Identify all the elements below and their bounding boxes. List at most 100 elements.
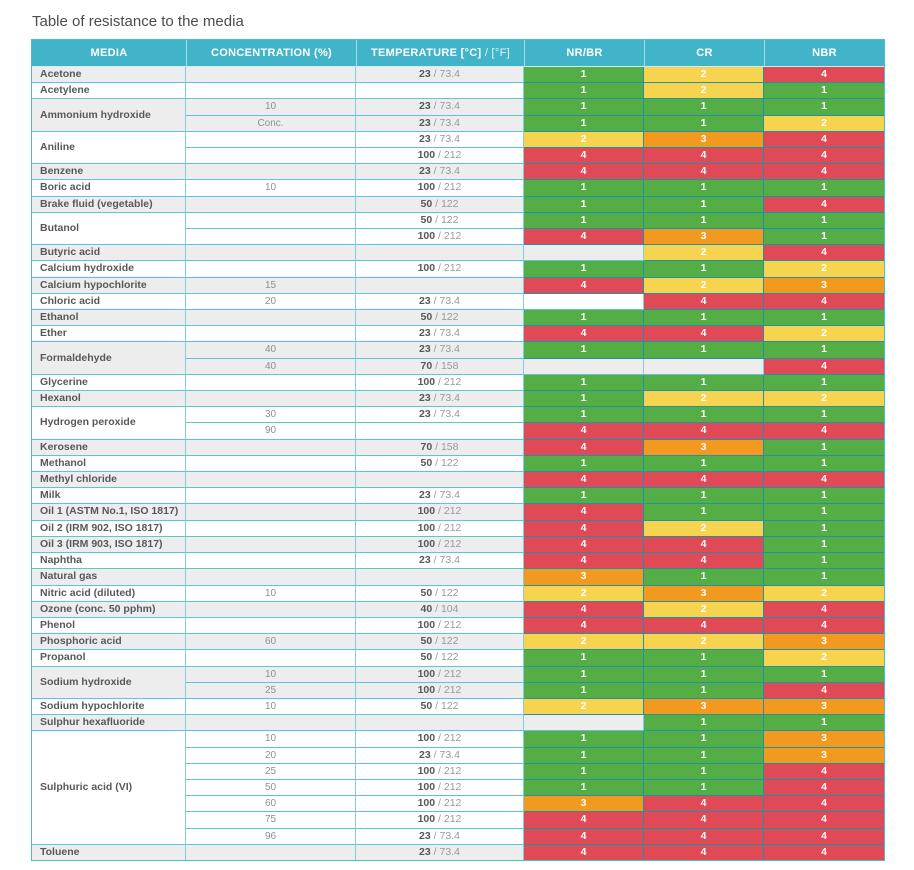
rating-cell-cr: 1 xyxy=(644,747,764,764)
rating-cell-nrbr: 1 xyxy=(524,391,644,408)
media-cell: Methyl chloride xyxy=(32,472,186,489)
rating-cell-cr: 4 xyxy=(644,617,764,635)
rating-cell-cr: 1 xyxy=(644,115,764,132)
rating-cell-nbr: 4 xyxy=(764,472,884,489)
rating-cell-nbr: 1 xyxy=(764,455,884,473)
temperature-cell: 50 / 122 xyxy=(356,585,524,602)
rating-cell-cr: 1 xyxy=(644,682,764,699)
media-cell: Butanol xyxy=(32,212,186,246)
media-cell: Ethanol xyxy=(32,310,186,327)
table-row: Natural gas 3 1 1 xyxy=(32,569,884,586)
rating-cell-cr: 1 xyxy=(644,99,764,116)
temperature-cell: 50 / 122 xyxy=(356,455,524,473)
rating-cell-nrbr: 4 xyxy=(524,277,644,294)
temperature-cell: 100 / 212 xyxy=(356,520,524,537)
rating-cell-nbr: 4 xyxy=(764,682,884,699)
rating-cell-cr: 4 xyxy=(644,164,764,181)
rating-cell-cr: 3 xyxy=(644,439,764,456)
rating-cell-nrbr: 1 xyxy=(524,212,644,230)
rating-cell-nrbr: 2 xyxy=(524,698,644,716)
temperature-cell: 100 / 212 xyxy=(356,374,524,392)
media-cell: Brake fluid (vegetable) xyxy=(32,196,186,213)
rating-cell-cr: 4 xyxy=(644,423,764,440)
rating-cell-cr: 2 xyxy=(644,277,764,294)
rating-cell-nbr: 4 xyxy=(764,131,884,149)
media-cell: Nitric acid (diluted) xyxy=(32,585,186,602)
rating-cell-cr: 2 xyxy=(644,634,764,651)
table-row: Chloric acid 20 23 / 73.4 4 4 xyxy=(32,293,884,311)
table-row: Sulphuric acid (VI) 10 100 / 212 1 1 3 xyxy=(32,731,884,845)
concentration-cell xyxy=(186,245,356,262)
rating-cell-nbr: 4 xyxy=(764,293,884,311)
concentration-cell: 75 xyxy=(186,812,356,829)
concentration-cell: 20 xyxy=(186,293,356,311)
media-cell: Sodium hypochlorite xyxy=(32,698,186,716)
rating-cell-nbr: 1 xyxy=(764,520,884,537)
media-cell: Oil 1 (ASTM No.1, ISO 1817) xyxy=(32,504,186,521)
rating-cell-cr: 4 xyxy=(644,148,764,165)
rating-cell-nbr: 1 xyxy=(764,553,884,570)
table-row: 60 100 / 212 3 4 4 xyxy=(32,796,884,813)
rating-cell-nrbr: 3 xyxy=(524,796,644,813)
temperature-cell: 23 / 73.4 xyxy=(356,747,524,764)
table-header: MEDIA CONCENTRATION (%) TEMPERATURE [°C]… xyxy=(32,40,884,67)
rating-cell-nbr: 4 xyxy=(764,245,884,262)
rating-cell-nrbr: 1 xyxy=(524,67,644,84)
media-cell: Naphtha xyxy=(32,553,186,570)
rating-cell-nrbr: 1 xyxy=(524,99,644,116)
table-row: 96 23 / 73.4 4 4 4 xyxy=(32,828,884,845)
temperature-cell: 50 / 122 xyxy=(356,698,524,716)
rating-cell-nbr: 4 xyxy=(764,601,884,618)
concentration-cell xyxy=(186,374,356,392)
temperature-cell: 50 / 122 xyxy=(356,196,524,213)
temperature-cell xyxy=(356,245,524,262)
rating-cell-nrbr xyxy=(524,715,644,732)
media-cell: Hexanol xyxy=(32,391,186,408)
concentration-cell xyxy=(186,439,356,456)
temperature-cell: 100 / 212 xyxy=(356,812,524,829)
table-row: Ammonium hydroxide 10 23 / 73.4 1 1 1 xyxy=(32,99,884,132)
temperature-cell: 100 / 212 xyxy=(356,779,524,797)
rating-cell-nbr: 4 xyxy=(764,763,884,780)
rating-cell-nbr: 4 xyxy=(764,196,884,213)
media-cell: Boric acid xyxy=(32,180,186,197)
concentration-cell xyxy=(186,536,356,554)
media-cell: Ozone (conc. 50 pphm) xyxy=(32,601,186,618)
rating-cell-nbr: 1 xyxy=(764,212,884,230)
temperature-cell: 23 / 73.4 xyxy=(356,488,524,505)
table-row: 90 4 4 4 xyxy=(32,423,884,440)
rating-cell-cr: 1 xyxy=(644,715,764,732)
rating-cell-cr: 3 xyxy=(644,229,764,246)
temperature-cell: 23 / 73.4 xyxy=(356,828,524,845)
table-row: Sodium hypochlorite 10 50 / 122 2 3 3 xyxy=(32,698,884,716)
rating-cell-cr: 1 xyxy=(644,763,764,780)
concentration-cell xyxy=(186,601,356,618)
temperature-cell: 23 / 73.4 xyxy=(356,326,524,343)
temperature-cell: 100 / 212 xyxy=(356,796,524,813)
rating-cell-nbr: 4 xyxy=(764,796,884,813)
rating-cell-cr: 2 xyxy=(644,391,764,408)
rating-cell-cr xyxy=(644,358,764,375)
rating-cell-nrbr: 4 xyxy=(524,164,644,181)
rating-cell-nbr: 1 xyxy=(764,439,884,456)
rating-cell-nrbr: 1 xyxy=(524,763,644,780)
rating-cell-nrbr: 4 xyxy=(524,520,644,537)
table-row: Hydrogen peroxide 30 23 / 73.4 1 1 1 xyxy=(32,407,884,440)
rating-cell-nrbr: 1 xyxy=(524,407,644,424)
rating-cell-nrbr: 1 xyxy=(524,374,644,392)
rating-cell-nbr: 1 xyxy=(764,83,884,100)
col-header-temperature: TEMPERATURE [°C] / [°F] xyxy=(356,40,524,67)
col-header-concentration: CONCENTRATION (%) xyxy=(186,40,356,67)
temperature-cell: 100 / 212 xyxy=(356,666,524,683)
concentration-cell xyxy=(186,83,356,100)
rating-cell-nbr: 1 xyxy=(764,342,884,359)
temperature-cell: 23 / 73.4 xyxy=(356,115,524,132)
rating-cell-cr: 1 xyxy=(644,342,764,359)
rating-cell-cr: 4 xyxy=(644,293,764,311)
temperature-cell: 50 / 122 xyxy=(356,212,524,230)
rating-cell-nbr: 2 xyxy=(764,115,884,132)
rating-cell-nrbr: 4 xyxy=(524,148,644,165)
concentration-cell xyxy=(186,148,356,165)
table-row: Ozone (conc. 50 pphm) 40 / 104 4 2 4 xyxy=(32,601,884,618)
